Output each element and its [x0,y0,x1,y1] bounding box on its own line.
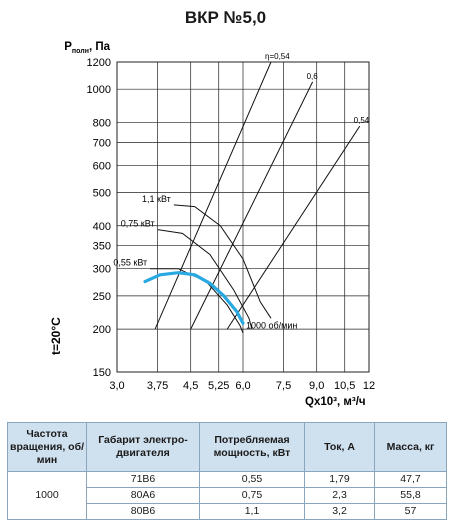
power-cell: 0,75 [199,487,305,504]
power-curve-label: 1,1 кВт [142,194,171,204]
efficiency-line [226,125,361,330]
power-curve-label: 0,55 кВт [113,258,147,268]
efficiency-label: η=0,54 [265,52,290,61]
header-mass: Масса, кг [374,422,447,472]
operating-curve-label: 1000 об/мин [246,320,297,330]
table-header-row: Частота вращения, об/мин Габарит электро… [7,422,447,472]
x-tick-label: 4,5 [183,380,198,392]
table-row: 1000 71В6 0,55 1,79 47,7 [7,471,447,520]
speed-cell: 1000 [7,471,87,520]
efficiency-label: 0,54 [354,116,370,125]
y-tick-label: 400 [93,221,111,233]
y-tick-label: 700 [93,137,111,149]
y-tick-label: 1000 [87,84,111,96]
x-tick-label: 9,0 [309,380,324,392]
power-curve [157,229,253,330]
x-axis-label: Qx10³, м³/ч [305,396,366,408]
x-tick-label: 6,0 [235,380,250,392]
y-axis-label: Pполн, Па [64,41,110,55]
power-curve [150,268,244,334]
y-tick-label: 350 [93,241,111,253]
efficiency-line [190,81,314,330]
x-tick-label: 3,75 [147,380,168,392]
x-tick-label: 12 [363,380,375,392]
x-tick-label: 7,5 [276,380,291,392]
table-row: 80В6 1,1 3,2 57 [8,503,447,520]
current-cell: 1,79 [304,471,375,488]
header-motor-size: Габарит электро-двигателя [86,422,200,472]
operating-curve [143,271,245,325]
y-tick-label: 1200 [87,57,111,69]
y-tick-label: 500 [93,188,111,200]
power-curve [173,204,272,319]
motor-spec-table: Частота вращения, об/мин Габарит электро… [7,422,447,520]
header-power: Потребляемая мощность, кВт [199,422,305,472]
header-current: Ток, А [304,422,375,472]
y-tick-label: 600 [93,160,111,172]
motor-size-cell: 80В6 [86,503,200,520]
x-tick-label: 3,0 [109,380,124,392]
y-tick-label: 800 [93,117,111,129]
fan-performance-chart: η=0,54 0,6 0,54 1,1 кВт 0,75 кВт 0,55 кВт 10… [49,41,375,408]
mass-cell: 57 [374,503,447,520]
y-tick-label: 200 [93,324,111,336]
motor-size-cell: 71В6 [86,471,200,488]
current-cell: 2,3 [304,487,375,504]
efficiency-line [154,61,272,330]
power-cell: 1,1 [199,503,305,520]
power-curve-label: 0,75 кВт [121,219,155,229]
efficiency-label: 0,6 [307,72,319,81]
x-tick-label: 10,5 [334,380,355,392]
y-tick-label: 300 [93,264,111,276]
current-cell: 3,2 [304,503,375,520]
mass-cell: 47,7 [374,471,447,488]
power-cell: 0,55 [199,471,305,488]
y-tick-label: 250 [93,291,111,303]
temperature-label: t=20°C [49,317,63,355]
y-tick-label: 150 [93,367,111,379]
mass-cell: 55,8 [374,487,447,504]
x-tick-label: 5,25 [208,380,229,392]
header-speed: Частота вращения, об/мин [7,422,87,472]
chart-title: ВКР №5,0 [184,8,267,27]
motor-size-cell: 80А6 [86,487,200,504]
